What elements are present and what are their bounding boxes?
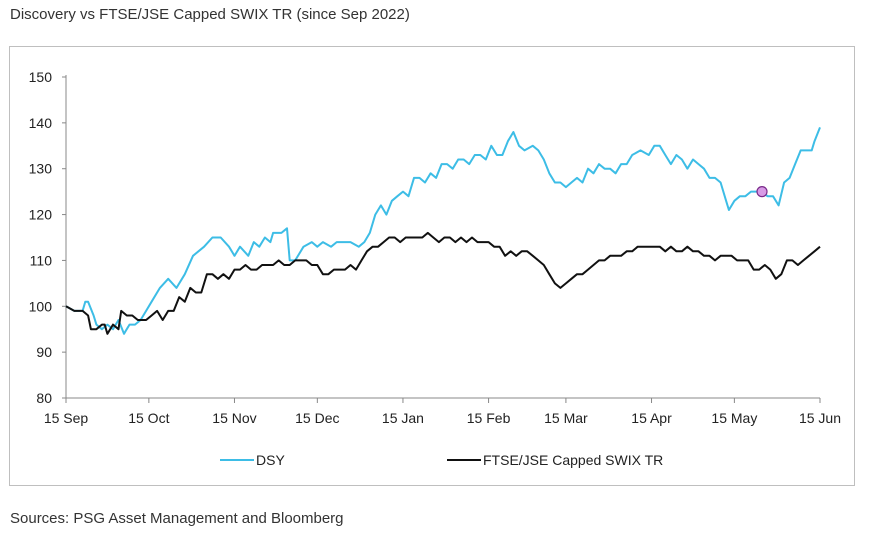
x-tick-label: 15 Dec <box>295 410 339 426</box>
source-note: Sources: PSG Asset Management and Bloomb… <box>10 510 344 527</box>
y-tick-label: 110 <box>30 252 53 268</box>
series-line-swix <box>65 231 821 335</box>
x-tick-label: 15 May <box>711 410 757 426</box>
y-tick-label: 80 <box>36 390 52 406</box>
x-tick-label: 15 Jun <box>799 410 841 426</box>
chart-frame <box>9 46 855 486</box>
x-tick-label: 15 Sep <box>44 410 89 426</box>
x-tick-label: 15 Apr <box>631 410 672 426</box>
x-tick-label: 15 Mar <box>544 410 588 426</box>
series-line-dsy <box>65 127 821 335</box>
x-tick-label: 15 Jan <box>382 410 424 426</box>
legend-dsy-label: DSY <box>256 452 285 468</box>
y-tick-label: 150 <box>29 69 53 85</box>
y-tick-label: 120 <box>29 207 53 223</box>
y-tick-label: 130 <box>29 161 53 177</box>
x-tick-label: 15 Nov <box>212 410 256 426</box>
legend-swix-label: FTSE/JSE Capped SWIX TR <box>483 452 663 468</box>
y-tick-label: 100 <box>29 298 53 314</box>
x-tick-label: 15 Feb <box>467 410 511 426</box>
x-tick-label: 15 Oct <box>128 410 169 426</box>
chart-svg: 80 90 100 110 120 130 140 150 15 Sep 15 Oct 15 Nov… <box>29 69 841 468</box>
y-tick-label: 140 <box>29 115 53 131</box>
highlight-marker <box>756 186 768 198</box>
y-tick-label: 90 <box>36 344 52 360</box>
chart-title: Discovery vs FTSE/JSE Capped SWIX TR (si… <box>10 6 410 23</box>
